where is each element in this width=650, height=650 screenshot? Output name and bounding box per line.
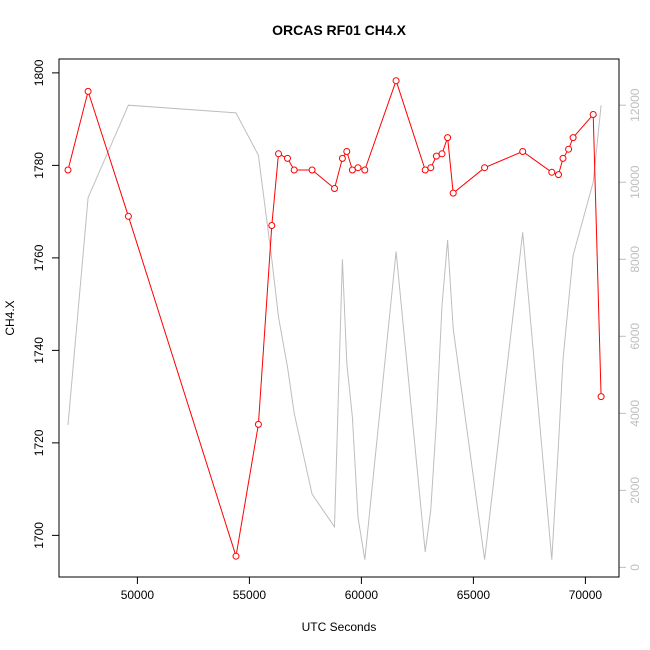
data-point bbox=[290, 166, 298, 174]
data-point bbox=[354, 164, 362, 172]
data-point bbox=[519, 148, 527, 155]
data-point bbox=[449, 189, 457, 197]
data-point bbox=[421, 166, 429, 174]
x-tick-label: 55000 bbox=[233, 588, 267, 602]
y-axis-label: CH4.X bbox=[3, 300, 17, 335]
y-tick-label: 1740 bbox=[32, 337, 46, 364]
data-point bbox=[427, 164, 435, 172]
data-point bbox=[343, 148, 351, 155]
x-tick-label: 70000 bbox=[569, 588, 603, 602]
y-tick-label: 1800 bbox=[32, 59, 46, 86]
chart-title: ORCAS RF01 CH4.X bbox=[272, 22, 406, 38]
plot-frame bbox=[58, 58, 620, 578]
data-point bbox=[268, 222, 276, 229]
data-point bbox=[569, 134, 577, 142]
data-point bbox=[392, 77, 400, 85]
series-line-right bbox=[67, 104, 602, 560]
x-tick-label: 50000 bbox=[121, 588, 155, 602]
data-point bbox=[444, 134, 452, 142]
y-tick-label: 1720 bbox=[32, 429, 46, 456]
data-point bbox=[555, 171, 562, 179]
x-tick-label: 60000 bbox=[345, 588, 379, 602]
data-point bbox=[254, 420, 262, 428]
data-point bbox=[548, 168, 556, 176]
y2-tick-label: 4000 bbox=[628, 400, 642, 427]
data-point bbox=[559, 154, 567, 162]
data-point bbox=[338, 154, 346, 162]
y2-tick-label: 0 bbox=[628, 564, 642, 571]
data-point bbox=[597, 393, 605, 401]
data-point bbox=[284, 154, 291, 162]
data-point bbox=[308, 166, 316, 174]
x-axis-label: UTC Seconds bbox=[302, 620, 377, 634]
data-point bbox=[589, 111, 597, 118]
data-point bbox=[481, 164, 489, 172]
data-point bbox=[64, 166, 72, 174]
data-point bbox=[565, 145, 573, 153]
data-point bbox=[361, 166, 369, 174]
data-point bbox=[438, 150, 446, 158]
y-tick-label: 1700 bbox=[32, 522, 46, 549]
data-point bbox=[124, 212, 132, 220]
data-point bbox=[348, 166, 356, 174]
data-point bbox=[432, 152, 440, 160]
data-point bbox=[331, 185, 338, 192]
data-point bbox=[84, 87, 92, 95]
y-tick-label: 1780 bbox=[32, 152, 46, 179]
y2-tick-label: 8000 bbox=[628, 246, 642, 273]
left-axis-series-group bbox=[64, 77, 605, 560]
y2-tick-label: 6000 bbox=[628, 323, 642, 350]
data-point bbox=[275, 150, 282, 158]
x-tick-label: 65000 bbox=[457, 588, 491, 602]
y2-tick-label: 10000 bbox=[628, 165, 642, 199]
y-tick-label: 1760 bbox=[32, 244, 46, 271]
right-axis-series-group bbox=[67, 104, 602, 560]
axes-group: 50000 55000 60000 65000 70000170017201740176… bbox=[32, 59, 642, 602]
y2-tick-label: 2000 bbox=[628, 477, 642, 504]
data-point bbox=[232, 552, 240, 560]
y2-tick-label: 12000 bbox=[628, 88, 642, 122]
